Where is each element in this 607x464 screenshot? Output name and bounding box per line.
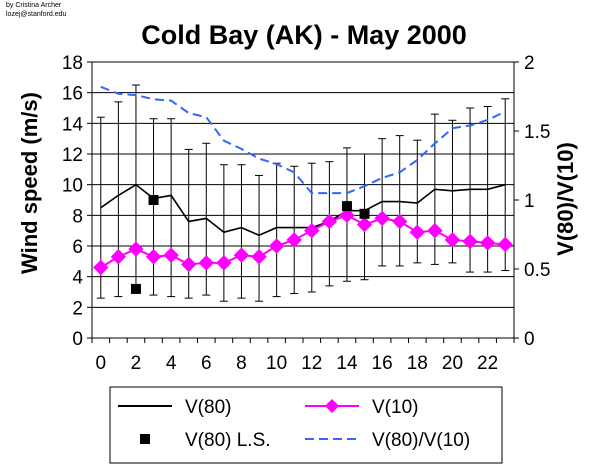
legend-ratio-label: V(80)/V(10)	[372, 430, 470, 451]
y2-tick-label: 2	[524, 53, 535, 74]
x-tick-label: 16	[372, 353, 393, 374]
v10-diamond-marker	[181, 256, 197, 273]
y2-tick-label: 0.5	[524, 260, 550, 281]
v10-diamond-marker	[93, 259, 109, 276]
x-tick-label: 18	[407, 353, 428, 374]
y-tick-label: 18	[62, 53, 83, 74]
x-tick-label: 2	[131, 353, 142, 374]
series-line-v10	[100, 214, 506, 269]
legend-v10-label: V(10)	[372, 397, 418, 418]
v10-diamond-marker	[251, 249, 267, 265]
v10-diamond-marker	[444, 232, 461, 248]
chart-title: Cold Bay (AK) - May 2000	[141, 20, 467, 50]
x-tick-label: 12	[301, 353, 322, 374]
v10-diamond-marker	[356, 216, 373, 233]
x-tick-label: 4	[166, 353, 177, 374]
legend-box	[109, 386, 503, 464]
v10-diamond-marker	[392, 213, 408, 230]
credit-name: by Cristina Archer	[6, 2, 62, 9]
x-tick-label: 8	[236, 353, 247, 374]
legend-v10-marker	[325, 399, 339, 413]
legend-v80-ls-label: V(80) L.S.	[185, 430, 271, 451]
v10-diamond-marker	[145, 249, 162, 265]
v10-diamond-marker	[233, 247, 250, 263]
y2-tick-label: 0	[524, 329, 535, 350]
v10-diamond-marker	[479, 235, 496, 251]
v10-diamond-marker	[198, 255, 214, 271]
x-tick-label: 14	[336, 353, 358, 374]
legend-v80-label: V(80)	[185, 397, 231, 418]
y-tick-label: 14	[62, 114, 84, 135]
x-tick-label: 0	[96, 353, 107, 374]
v10-diamond-marker	[339, 207, 355, 224]
x-tick-label: 6	[201, 353, 212, 374]
y2-tick-label: 1.5	[524, 122, 550, 143]
series-line-ratio	[100, 85, 506, 195]
y2-axis-label: V(80)/V(10)	[553, 142, 578, 256]
x-tick-label: 22	[477, 353, 498, 374]
v10-diamond-marker	[321, 213, 338, 230]
legend-v80-ls-swatch	[140, 434, 150, 444]
y-tick-label: 16	[62, 84, 83, 105]
v10-diamond-marker	[409, 224, 425, 240]
series-line-v80	[100, 183, 506, 237]
v10-diamond-marker	[268, 238, 285, 254]
y-tick-label: 8	[72, 206, 83, 227]
y-tick-label: 12	[62, 145, 83, 166]
v10-diamond-marker	[128, 241, 144, 257]
v10-diamond-marker	[110, 249, 127, 265]
y-tick-label: 10	[62, 176, 83, 197]
v10-diamond-marker	[497, 236, 513, 253]
ls-square-marker	[341, 201, 352, 212]
y-tick-label: 6	[72, 237, 83, 258]
x-tick-label: 20	[442, 353, 463, 374]
ls-square-marker	[359, 208, 370, 219]
v10-diamond-marker	[216, 255, 232, 271]
v10-diamond-marker	[163, 247, 179, 263]
v10-diamond-marker	[286, 232, 302, 248]
y-tick-label: 4	[72, 268, 83, 289]
v10-diamond-marker	[462, 233, 478, 250]
ls-square-marker	[130, 283, 141, 294]
y2-tick-label: 1	[524, 191, 535, 212]
x-tick-label: 10	[266, 353, 287, 374]
credit-email: lozej@stanford.edu	[6, 11, 67, 18]
v10-diamond-marker	[304, 222, 320, 239]
y-tick-label: 2	[72, 298, 83, 319]
y-axis-label: Wind speed (m/s)	[17, 92, 42, 274]
v10-diamond-marker	[427, 222, 443, 239]
v10-diamond-marker	[374, 210, 390, 227]
ls-square-marker	[148, 195, 159, 205]
y-tick-label: 0	[72, 329, 83, 350]
